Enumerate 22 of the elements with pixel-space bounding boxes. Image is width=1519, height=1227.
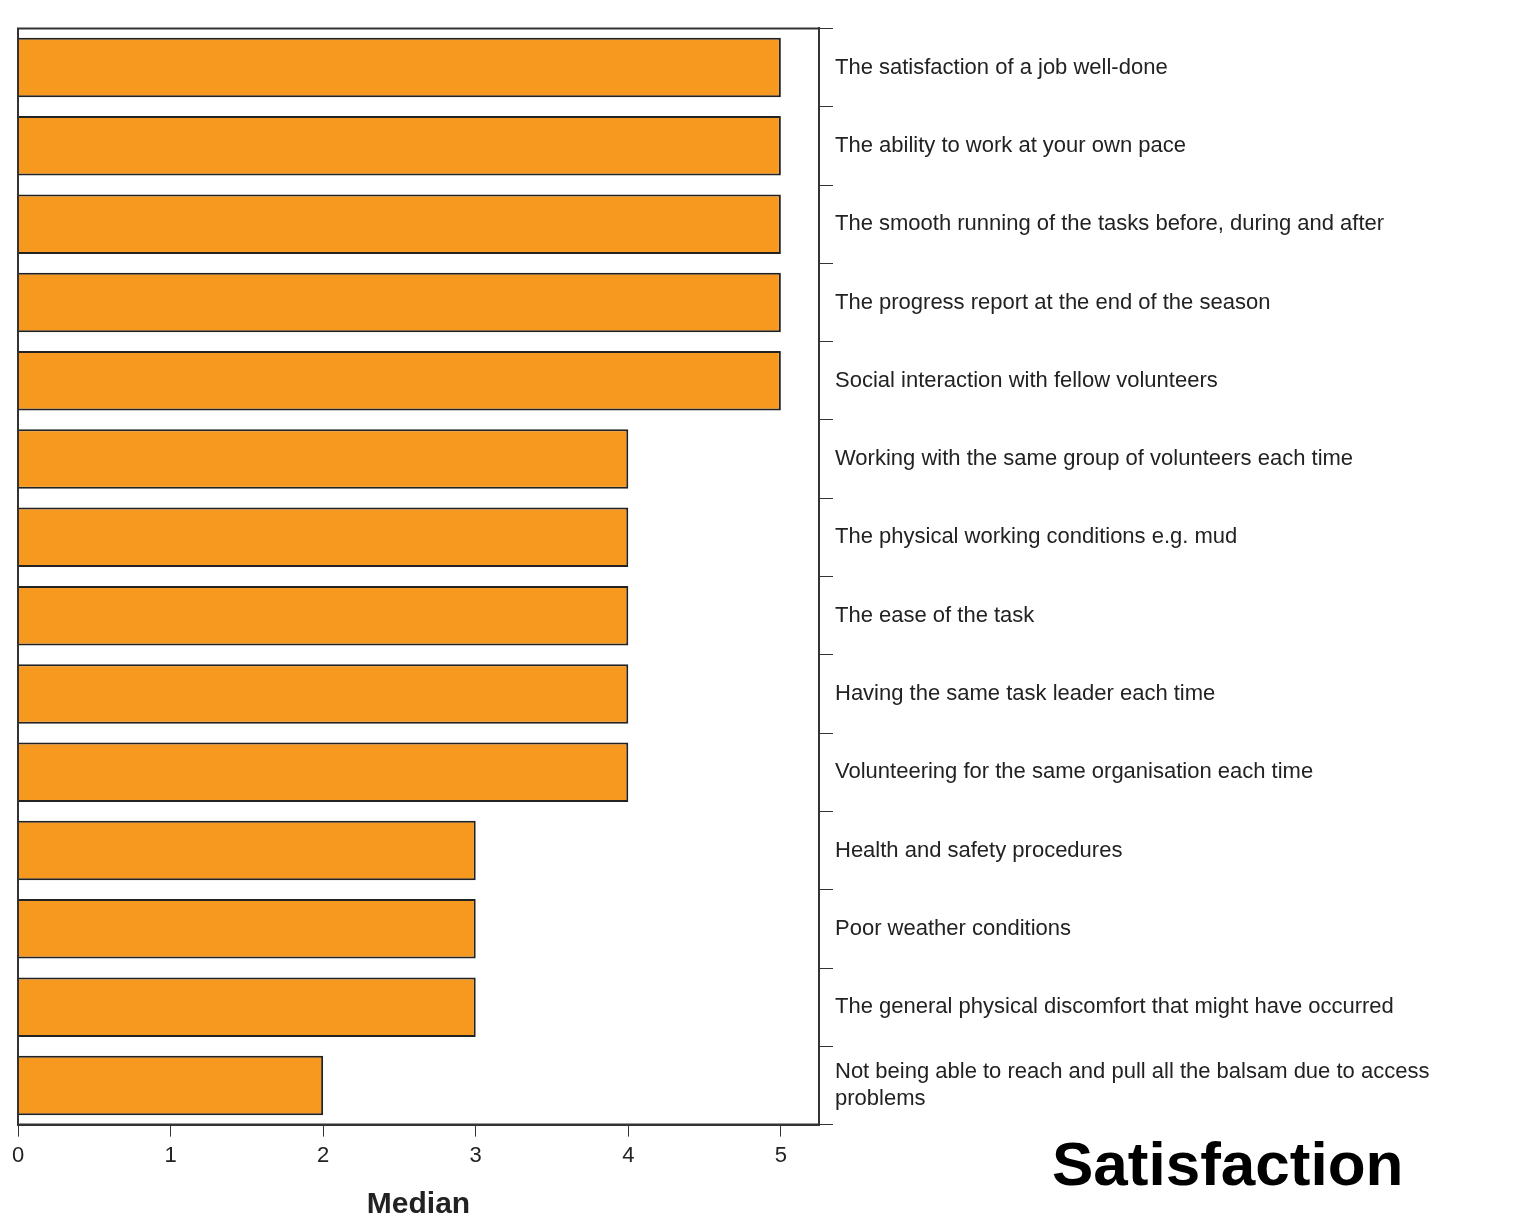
y-tick-label: Social interaction with fellow volunteers xyxy=(835,366,1218,392)
y-tick-label: Having the same task leader each time xyxy=(835,680,1216,706)
y-tick-label: The ability to work at your own pace xyxy=(835,131,1186,157)
x-tick-label: 5 xyxy=(774,1141,787,1167)
text: Satisfaction xyxy=(1052,1128,1404,1199)
y-tick-label: Poor weather conditions xyxy=(835,914,1072,940)
y-tick-label: Not being able to reach and pull all the balsam due to access problems xyxy=(835,1058,1430,1110)
x-tick-label: 3 xyxy=(469,1141,482,1167)
y-tick-label: Health and safety procedures xyxy=(835,836,1123,862)
y-tick-label: The progress report at the end of the season xyxy=(835,288,1271,314)
y-tick-label: Volunteering for the same organisation each time xyxy=(835,758,1314,784)
x-axis-title: Median xyxy=(366,1186,471,1220)
y-tick-label: The general physical discomfort that might have occurred xyxy=(835,993,1394,1019)
y-tick-label: The physical working conditions e.g. mud xyxy=(835,523,1238,549)
x-tick-label: 2 xyxy=(317,1141,330,1167)
x-tick-label: 4 xyxy=(622,1141,635,1167)
y-tick-label: The ease of the task xyxy=(835,601,1036,627)
y-tick-label: Working with the same group of volunteers each time xyxy=(835,445,1354,471)
y-tick-label: The smooth running of the tasks before, during and after xyxy=(835,210,1385,236)
x-tick-label: 1 xyxy=(164,1141,177,1167)
y-tick-label: The satisfaction of a job well-done xyxy=(835,53,1168,79)
x-tick-label: 0 xyxy=(11,1141,25,1167)
